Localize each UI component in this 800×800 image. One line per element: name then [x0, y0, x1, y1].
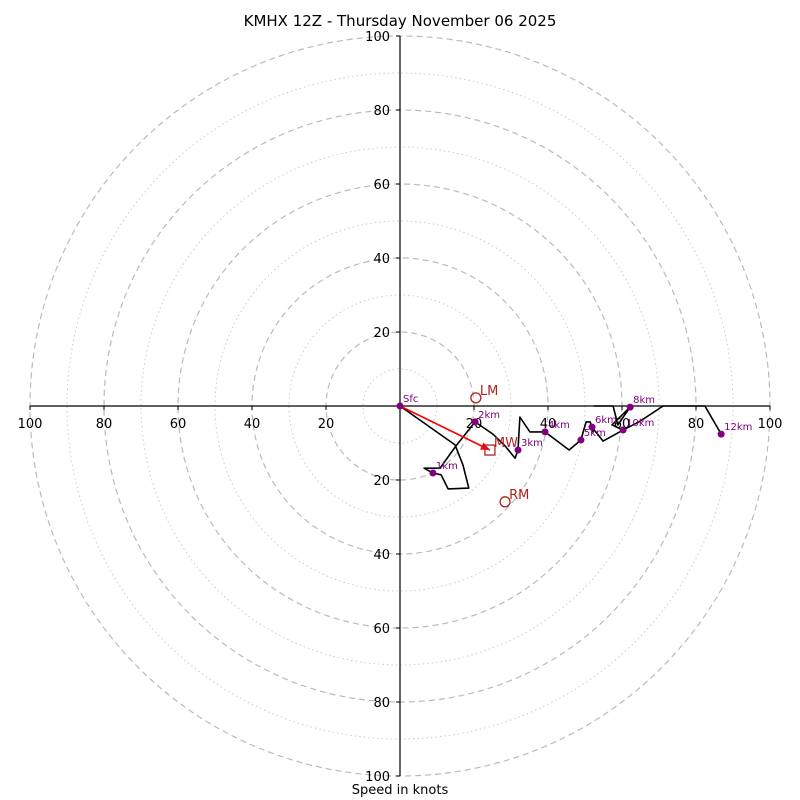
y-tick-label: 40 — [373, 548, 390, 563]
storm-motion-markers: LM MW RM — [470, 384, 529, 508]
height-label-Sfc: Sfc — [403, 394, 418, 405]
y-tick-label: 80 — [373, 696, 390, 711]
height-marker-1km — [429, 469, 437, 477]
height-label-6km: 6km — [595, 415, 617, 426]
x-axis-label: Speed in knots — [351, 783, 449, 798]
x-tick-label: 40 — [540, 417, 557, 432]
hodograph-trace-group — [399, 405, 722, 490]
height-label-8km: 8km — [633, 395, 655, 406]
height-marker-10km — [619, 426, 627, 434]
height-marker-Sfc — [396, 402, 404, 410]
x-tick-label: 20 — [318, 417, 335, 432]
storm-motion-label-LM: LM — [480, 384, 498, 399]
y-tick-label: 100 — [365, 30, 390, 45]
height-marker-4km — [541, 428, 549, 436]
height-markers: Sfc 1km 2km 3km 4km 5km 6km 8km 10km 12km — [396, 394, 752, 477]
x-tick-label: 80 — [96, 417, 113, 432]
x-tick-label: 100 — [758, 417, 783, 432]
height-marker-3km — [514, 446, 522, 454]
y-tick-label: 20 — [373, 474, 390, 489]
height-label-4km: 4km — [548, 420, 570, 431]
height-label-5km: 5km — [584, 428, 606, 439]
height-marker-5km — [577, 436, 585, 444]
height-label-10km: 10km — [626, 418, 654, 429]
hodograph-trace-upper — [593, 405, 631, 431]
y-tick-label: 60 — [373, 622, 390, 637]
storm-motion-label-RM: RM — [509, 488, 529, 503]
y-tick-label: 80 — [373, 104, 390, 119]
storm-motion-marker-LM — [470, 392, 482, 404]
height-label-1km: 1km — [436, 461, 458, 472]
x-tick-label: 40 — [244, 417, 261, 432]
height-label-12km: 12km — [724, 422, 752, 433]
height-label-3km: 3km — [521, 438, 543, 449]
height-label-2km: 2km — [478, 410, 500, 421]
tick-labels: 1008060402020406080100100806040202040608… — [18, 30, 783, 785]
height-marker-2km — [471, 418, 479, 426]
storm-motion-marker-MW — [484, 444, 496, 456]
hodograph-trace — [399, 405, 722, 490]
y-tick-label: 100 — [365, 770, 390, 785]
height-marker-12km — [717, 430, 725, 438]
x-tick-label: 80 — [688, 417, 705, 432]
height-marker-6km — [588, 423, 596, 431]
y-tick-label: 60 — [373, 178, 390, 193]
y-tick-label: 40 — [373, 252, 390, 267]
mean-wind-arrow — [399, 405, 491, 451]
x-tick-label: 100 — [18, 417, 43, 432]
chart-title: KMHX 12Z - Thursday November 06 2025 — [243, 12, 557, 30]
storm-motion-marker-RM — [499, 496, 511, 508]
storm-motion-label-MW: MW — [494, 436, 518, 451]
y-tick-label: 20 — [373, 326, 390, 341]
x-tick-label: 60 — [170, 417, 187, 432]
height-marker-8km — [626, 403, 634, 411]
